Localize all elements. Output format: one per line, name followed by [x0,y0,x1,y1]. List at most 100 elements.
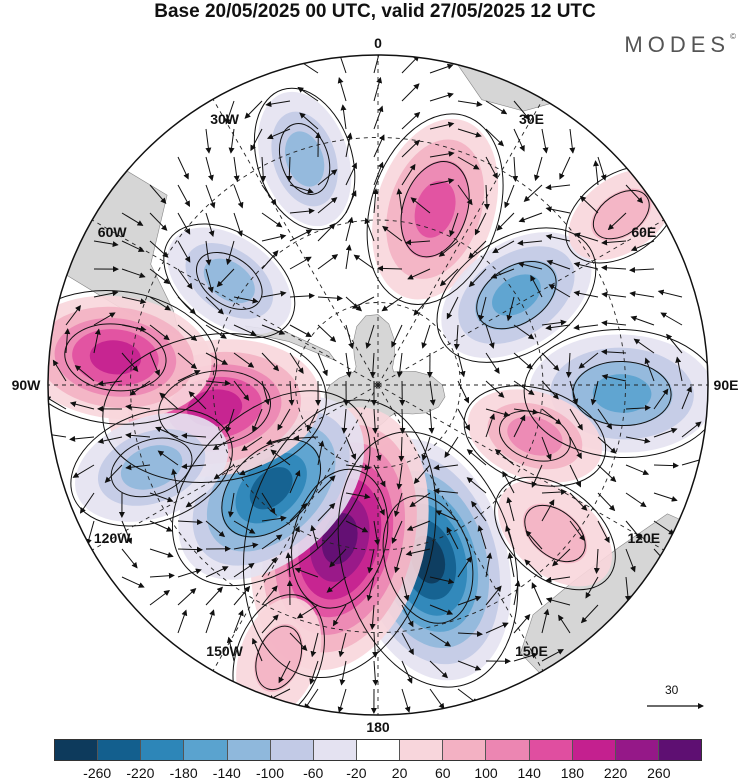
height-contour [400,161,470,258]
wind-vector [601,348,627,355]
wind-vector [233,212,243,237]
wind-vector [373,105,384,130]
height-contour [499,410,571,462]
wind-vector [446,296,459,320]
polar-map [47,54,709,716]
wind-vector [261,250,279,270]
height-contour [171,390,371,587]
wind-vector [597,520,610,544]
colorbar-segment [183,740,227,760]
wind-vector [399,408,406,434]
wind-vector [205,268,214,294]
wind-vector [261,515,287,522]
wind-vector [558,614,571,634]
wind-vector [121,212,144,226]
height-contour [221,439,322,538]
wind-vector [369,352,376,378]
colorbar-ticks: -260 -220 -180 -140 -100 -60 -20 20 60 100 140 180 2… [54,765,702,783]
wind-vector [286,156,293,182]
wind-vector [401,688,411,713]
wind-vector [573,324,599,331]
wind-vector [541,128,549,154]
wind-vector [653,520,675,535]
anomaly-band [414,180,456,238]
anomaly-band [492,274,541,316]
wind-vector [227,492,235,518]
height-contour [523,328,708,459]
wind-vector [121,296,147,305]
wind-vector [297,86,319,102]
wind-vector [261,534,283,550]
wind-vector [233,380,250,401]
wind-vector [289,632,308,652]
wind-vector [233,542,259,550]
wind-vector [181,463,207,470]
wind-vector [345,436,357,461]
wind-vector [485,324,495,349]
wind-vector [552,548,571,567]
wind-vector [485,585,502,606]
wind-vector [466,449,487,466]
wind-vector [261,290,287,298]
wind-vector [585,576,599,599]
wind-vector [429,92,454,102]
wind-vector [317,254,339,270]
wind-vector [121,240,145,252]
wind-vector [233,609,244,634]
wind-vector [159,392,179,410]
wind-vector [125,464,151,471]
wind-vector [261,380,270,406]
wind-vector [409,492,431,508]
wind-vector [225,408,235,433]
wind-vector [177,609,188,634]
colorbar-tick-label: -140 [212,765,241,781]
wind-vector [401,576,410,602]
wind-vector [345,216,354,242]
wind-vector [205,324,227,339]
wind-vector [125,403,151,410]
wind-vector [337,688,347,713]
wind-vector [593,160,600,186]
wind-vector [681,385,692,410]
wind-vector [149,296,172,311]
height-contour [592,189,650,240]
wind-vector [593,548,600,574]
meridian-line [377,98,544,386]
wind-vector [377,265,403,272]
wind-vector [233,562,255,578]
wind-vector [366,576,375,602]
wind-vector [545,597,571,606]
colorbar-segment [614,740,658,760]
wind-vector [373,464,386,488]
wind-vector [149,589,170,606]
wind-vector [381,296,403,312]
wind-vector [597,436,617,454]
wind-vector [205,379,231,386]
wind-vector [345,132,353,158]
wind-vector [213,464,235,480]
wind-vector [401,111,421,130]
wind-vector [485,100,508,115]
colorbar-tick-label: -20 [346,765,367,781]
wind-vector [505,525,515,550]
wind-vector [396,352,403,378]
wind-vector [205,609,215,634]
height-contour [382,495,474,624]
wind-vector [224,100,235,125]
wind-vector [653,462,679,469]
wind-vector [457,156,480,170]
wind-vector [513,352,533,370]
wind-vector [265,100,291,108]
wind-vector [485,380,505,398]
wind-vector [69,435,95,442]
wind-vector [429,632,452,647]
wind-vector [261,585,278,606]
longitude-label: 150W [206,642,243,659]
wind-vector [565,352,572,378]
wind-vector [177,324,198,342]
wind-vector [241,436,263,452]
wind-vector [293,435,319,442]
wind-vector [523,184,543,202]
wind-vector [518,212,543,223]
colorbar-tick-label: 180 [560,765,585,781]
